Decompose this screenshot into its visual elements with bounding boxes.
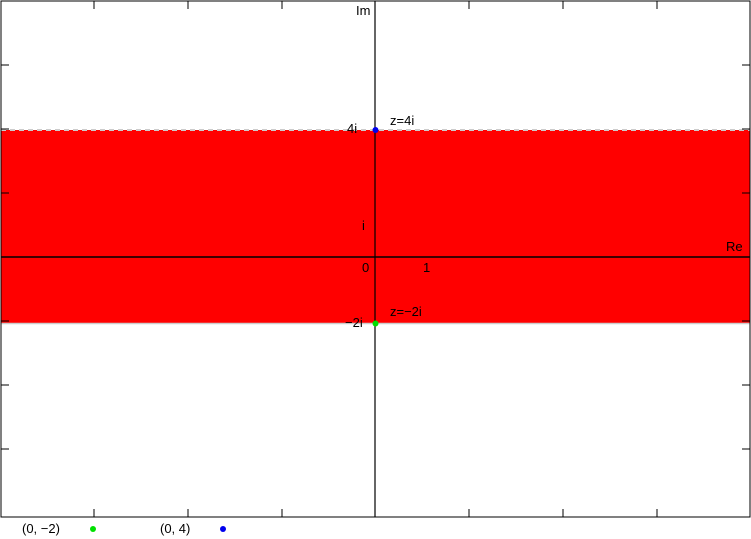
frame-ticks [1,1,750,517]
point-z-4i [372,127,379,133]
legend-label-top-point: (0, 4) [160,521,191,536]
imaginary-axis-label: Im [356,3,370,18]
point-label-z-4i: z=4i [390,113,414,128]
blue-dot-icon [220,525,227,532]
legend-item-bottom-point: (0, −2) [22,521,96,536]
legend-item-top-point: (0, 4) [160,521,227,536]
x-tick-label-1: 1 [423,260,430,275]
y-tick-label-top: 4i [347,121,357,136]
y-tick-label-i: i [362,218,365,233]
point-z-minus-2i [372,320,379,327]
point-label-z-minus-2i: z=−2i [390,304,422,319]
origin-label: 0 [362,260,369,275]
green-dot-icon [89,525,96,532]
legend-label-bottom-point: (0, −2) [22,521,60,536]
y-tick-label-bottom: −2i [345,315,363,330]
legend: (0, −2) (0, 4) [0,521,751,539]
real-axis-label: Re [726,239,743,254]
